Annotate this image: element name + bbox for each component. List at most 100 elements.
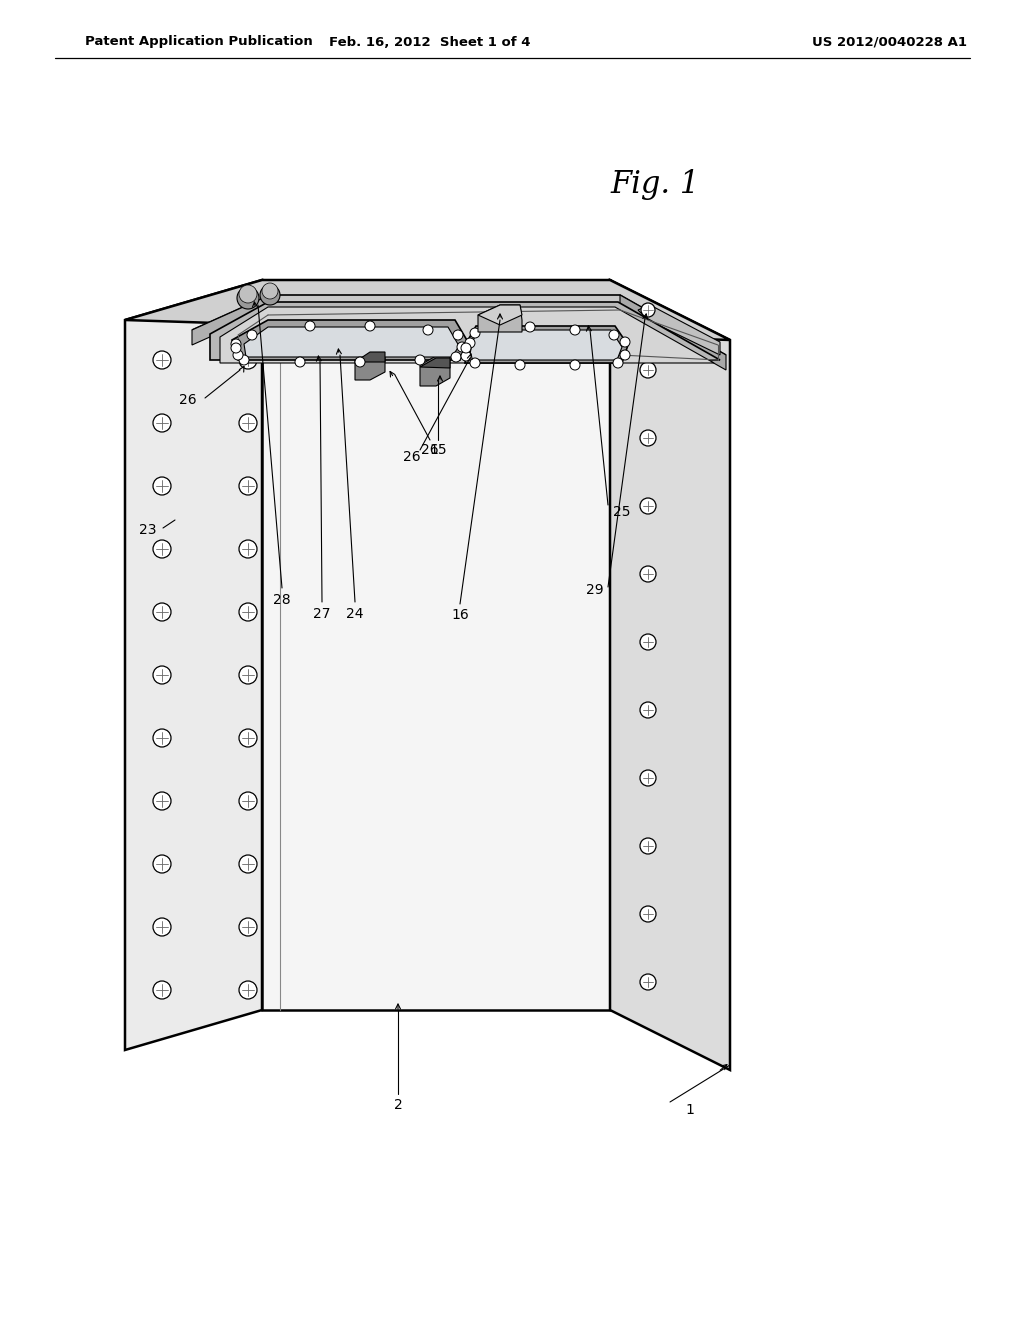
- Circle shape: [423, 325, 433, 335]
- Circle shape: [239, 477, 257, 495]
- Circle shape: [239, 351, 257, 370]
- Circle shape: [153, 414, 171, 432]
- Circle shape: [295, 356, 305, 367]
- Circle shape: [239, 603, 257, 620]
- Circle shape: [640, 498, 656, 513]
- Circle shape: [305, 321, 315, 331]
- Circle shape: [470, 358, 480, 368]
- Circle shape: [620, 350, 630, 360]
- Circle shape: [609, 330, 618, 341]
- Polygon shape: [244, 327, 459, 356]
- Circle shape: [239, 855, 257, 873]
- Text: 15: 15: [429, 444, 446, 457]
- Circle shape: [640, 430, 656, 446]
- Polygon shape: [478, 305, 522, 333]
- Circle shape: [415, 355, 425, 366]
- Polygon shape: [355, 352, 385, 362]
- Circle shape: [453, 330, 463, 341]
- Polygon shape: [420, 358, 450, 368]
- Text: Fig. 1: Fig. 1: [610, 169, 699, 201]
- Text: 1: 1: [685, 1104, 694, 1117]
- Text: 24: 24: [346, 607, 364, 620]
- Circle shape: [640, 362, 656, 378]
- Circle shape: [365, 321, 375, 331]
- Circle shape: [641, 304, 655, 317]
- Text: US 2012/0040228 A1: US 2012/0040228 A1: [812, 36, 968, 49]
- Polygon shape: [232, 319, 468, 360]
- Circle shape: [470, 327, 480, 338]
- Circle shape: [237, 286, 259, 309]
- Circle shape: [525, 322, 535, 333]
- Circle shape: [640, 838, 656, 854]
- Circle shape: [620, 337, 630, 347]
- Circle shape: [231, 339, 241, 348]
- Polygon shape: [420, 356, 450, 385]
- Text: 26: 26: [421, 444, 439, 457]
- Circle shape: [247, 330, 257, 341]
- Circle shape: [239, 729, 257, 747]
- Circle shape: [613, 358, 623, 368]
- Circle shape: [570, 325, 580, 335]
- Polygon shape: [465, 326, 628, 363]
- Circle shape: [231, 343, 241, 352]
- Circle shape: [153, 855, 171, 873]
- Circle shape: [239, 540, 257, 558]
- Circle shape: [239, 355, 249, 366]
- Circle shape: [153, 351, 171, 370]
- Circle shape: [239, 285, 257, 304]
- Text: 28: 28: [273, 593, 291, 607]
- Circle shape: [233, 350, 243, 360]
- Text: 26: 26: [403, 450, 421, 465]
- Text: 25: 25: [613, 506, 631, 519]
- Circle shape: [153, 792, 171, 810]
- Text: 2: 2: [393, 1098, 402, 1111]
- Polygon shape: [210, 302, 720, 360]
- Polygon shape: [193, 294, 270, 345]
- Circle shape: [457, 342, 467, 352]
- Circle shape: [153, 540, 171, 558]
- Circle shape: [461, 343, 471, 352]
- Circle shape: [640, 702, 656, 718]
- Text: Patent Application Publication: Patent Application Publication: [85, 36, 312, 49]
- Circle shape: [640, 634, 656, 649]
- Polygon shape: [262, 280, 610, 1010]
- Polygon shape: [125, 280, 262, 1049]
- Circle shape: [153, 729, 171, 747]
- Polygon shape: [220, 308, 714, 363]
- Circle shape: [451, 352, 461, 362]
- Polygon shape: [193, 294, 726, 355]
- Circle shape: [153, 981, 171, 999]
- Circle shape: [640, 566, 656, 582]
- Circle shape: [570, 360, 580, 370]
- Polygon shape: [638, 305, 720, 355]
- Circle shape: [515, 360, 525, 370]
- Circle shape: [239, 981, 257, 999]
- Text: 29: 29: [586, 583, 604, 597]
- Circle shape: [461, 351, 471, 360]
- Circle shape: [153, 667, 171, 684]
- Text: 23: 23: [139, 523, 157, 537]
- Polygon shape: [610, 280, 730, 1071]
- Polygon shape: [125, 280, 730, 341]
- Circle shape: [239, 414, 257, 432]
- Circle shape: [355, 356, 365, 367]
- Polygon shape: [620, 294, 726, 370]
- Text: 27: 27: [313, 607, 331, 620]
- Circle shape: [640, 906, 656, 921]
- Circle shape: [262, 282, 278, 300]
- Circle shape: [640, 770, 656, 785]
- Circle shape: [153, 477, 171, 495]
- Circle shape: [239, 667, 257, 684]
- Text: 26: 26: [179, 393, 197, 407]
- Polygon shape: [469, 330, 622, 360]
- Polygon shape: [478, 305, 522, 325]
- Circle shape: [260, 285, 280, 305]
- Circle shape: [153, 917, 171, 936]
- Polygon shape: [262, 310, 610, 360]
- Polygon shape: [355, 350, 385, 380]
- Circle shape: [239, 917, 257, 936]
- Circle shape: [465, 338, 475, 348]
- Text: 16: 16: [452, 609, 469, 622]
- Circle shape: [640, 974, 656, 990]
- Circle shape: [239, 792, 257, 810]
